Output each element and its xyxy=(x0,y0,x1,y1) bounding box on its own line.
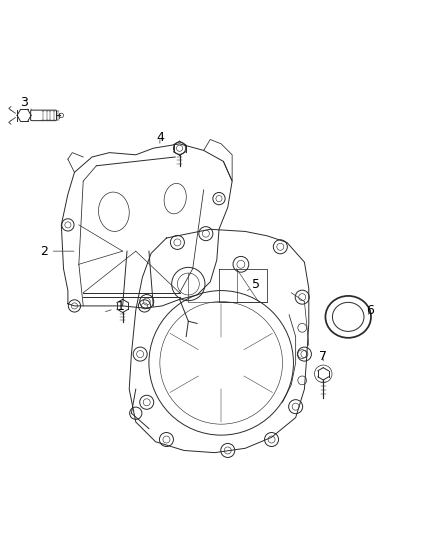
Text: 7: 7 xyxy=(319,350,327,363)
Text: 2: 2 xyxy=(40,245,74,257)
Text: 4: 4 xyxy=(156,131,164,144)
Text: 5: 5 xyxy=(247,278,260,290)
FancyBboxPatch shape xyxy=(31,110,57,120)
Text: 1: 1 xyxy=(106,300,124,313)
Text: 3: 3 xyxy=(20,96,32,110)
Text: 6: 6 xyxy=(366,304,374,317)
